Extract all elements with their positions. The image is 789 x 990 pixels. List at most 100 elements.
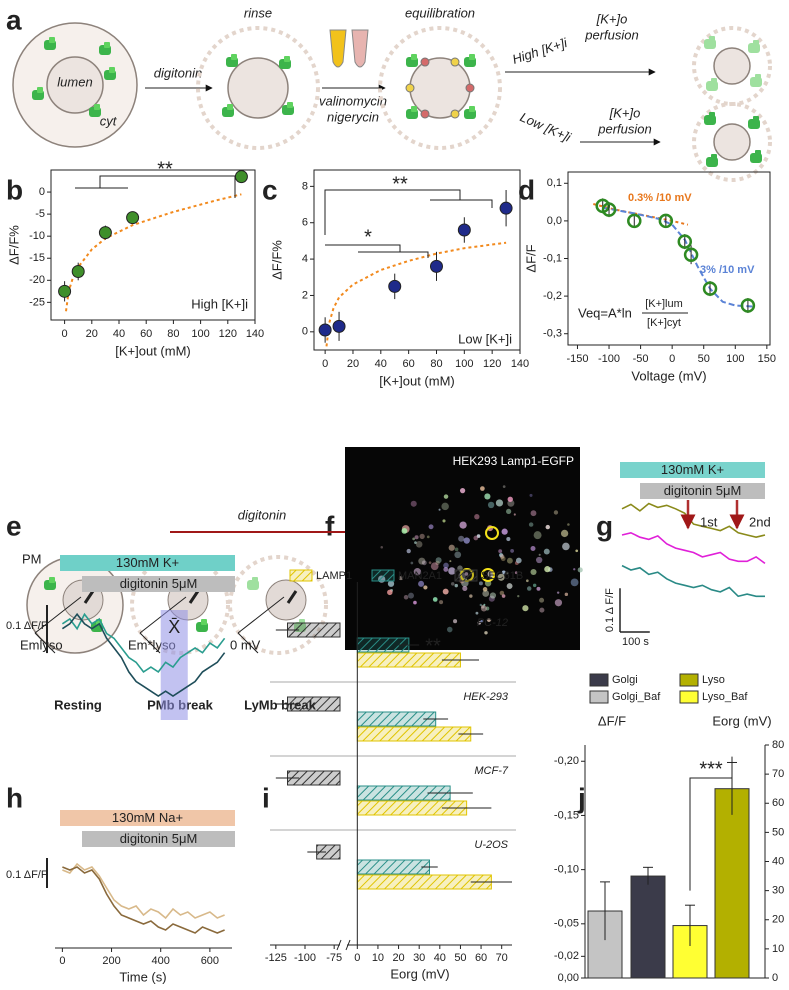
- y-tick-label: 80: [772, 739, 784, 751]
- panel-label: f: [325, 510, 335, 541]
- category-label: HEK-293: [463, 691, 509, 703]
- y-tick-label: 0,1: [547, 177, 562, 189]
- x-tick-label: 140: [511, 358, 529, 370]
- data-point: [234, 170, 248, 184]
- condition-label: Low [K+]i: [518, 109, 574, 145]
- ionophore: [405, 83, 415, 93]
- vesicle: [513, 513, 516, 516]
- y-tick-label: -0,1: [543, 252, 562, 264]
- step-label: equilibration: [405, 5, 475, 20]
- panel-label: d: [518, 174, 535, 205]
- formula: [K+]lum: [645, 298, 683, 310]
- vesicle: [514, 571, 518, 575]
- scale-label: 0.1 ΔF/F: [6, 620, 48, 632]
- x-tick-label: 150: [758, 353, 776, 365]
- y2-tick-label: -0,20: [554, 755, 579, 767]
- panel-label: e: [6, 510, 22, 541]
- category-label: PC-12: [477, 617, 508, 629]
- category-label: U-2OS: [474, 839, 508, 851]
- gfp-protein: [755, 150, 761, 156]
- potential-label: 0 mV: [230, 637, 261, 652]
- fit-curve: [602, 206, 755, 308]
- y-tick-label: 2: [302, 289, 308, 301]
- panel-label: j: [577, 782, 586, 813]
- vesicle: [459, 521, 467, 529]
- vesicle: [532, 583, 537, 588]
- y-axis-label: ΔF/F: [523, 244, 538, 272]
- vesicle: [387, 589, 393, 596]
- vesicle: [449, 560, 452, 563]
- legend-label: Lyso_Baf: [702, 691, 748, 703]
- panel-label: h: [6, 782, 23, 813]
- x-tick-label: 100: [455, 358, 473, 370]
- gfp-protein: [753, 116, 759, 122]
- x-tick-label: 20: [347, 358, 359, 370]
- vesicle: [515, 557, 522, 564]
- vesicle: [412, 537, 416, 541]
- plasma-membrane: [692, 102, 772, 182]
- trace: [62, 862, 225, 920]
- vesicle: [536, 586, 541, 591]
- vesicle: [469, 594, 473, 598]
- y2-tick-label: -0,02: [554, 950, 579, 962]
- gfp-protein: [753, 40, 759, 46]
- gfp-protein: [227, 104, 233, 110]
- x-axis-label: [K+]out (mM): [115, 343, 191, 358]
- y-tick-label: -0,2: [543, 290, 562, 302]
- vesicle: [398, 576, 403, 581]
- step-label: digitonin: [238, 507, 286, 522]
- gfp-protein: [109, 67, 115, 73]
- y-tick-label: 4: [302, 253, 308, 265]
- vesicle: [415, 541, 423, 548]
- event-label: 2nd: [749, 514, 771, 529]
- plot-frame: [50, 169, 256, 321]
- vesicle: [530, 568, 537, 576]
- gfp-protein: [37, 87, 43, 93]
- y-tick-label: -0,3: [543, 328, 562, 340]
- vesicle: [501, 528, 508, 535]
- legend-swatch: [589, 690, 609, 704]
- significance: **: [157, 158, 173, 180]
- vesicle: [553, 510, 559, 515]
- y-tick-label: 0: [39, 186, 45, 198]
- vesicle: [418, 557, 426, 565]
- vesicle: [499, 554, 505, 559]
- y-axis-label: ΔF/F%: [269, 240, 284, 280]
- vesicle: [510, 549, 514, 553]
- vesicle: [410, 500, 417, 507]
- legend-swatch: [371, 569, 395, 582]
- y2-tick-label: -0,10: [554, 864, 579, 876]
- trace: [621, 531, 766, 565]
- x-tick-label: 0: [59, 955, 65, 967]
- vesicle: [476, 534, 481, 538]
- gfp-protein: [411, 54, 417, 60]
- scale-label: 0.1 Δ F/F: [604, 588, 616, 632]
- micrograph: [345, 447, 580, 650]
- x-tick-label: 0: [354, 952, 360, 964]
- step-label: rinse: [244, 5, 272, 20]
- gfp-protein: [252, 577, 258, 583]
- legend-label: LAMP1: [316, 570, 352, 582]
- y-tick-label: 50: [772, 826, 784, 838]
- vesicle: [475, 611, 479, 615]
- vesicle: [410, 561, 414, 565]
- vesicle: [448, 567, 456, 575]
- vesicle: [423, 585, 428, 590]
- x-tick-label: 30: [413, 952, 425, 964]
- y-tick-label: 6: [302, 217, 308, 229]
- x-tick-label: 120: [483, 358, 501, 370]
- x-tick-label: 140: [246, 328, 264, 340]
- data-point: [429, 259, 443, 273]
- significance: **: [392, 173, 408, 195]
- x-tick-label: 20: [86, 328, 98, 340]
- significance-bracket: [324, 189, 493, 235]
- y-tick-label: 0: [772, 972, 778, 984]
- panel-label: g: [596, 510, 613, 541]
- ionophore: [420, 109, 430, 119]
- x-tick-label: -50: [633, 353, 649, 365]
- step-label: valinomycin: [319, 93, 387, 108]
- significance-bracket: [75, 175, 236, 198]
- x-axis-label: Eorg (mV): [390, 966, 449, 981]
